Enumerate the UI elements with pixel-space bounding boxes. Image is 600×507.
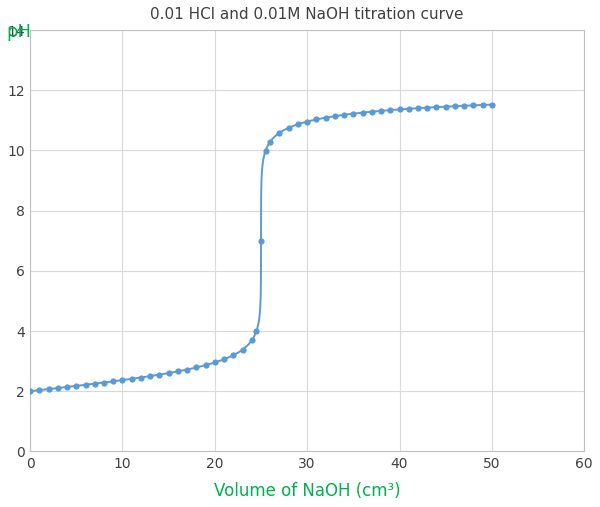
Text: pH: pH [6, 22, 31, 41]
X-axis label: Volume of NaOH (cm³): Volume of NaOH (cm³) [214, 482, 400, 500]
Title: 0.01 HCl and 0.01M NaOH titration curve: 0.01 HCl and 0.01M NaOH titration curve [151, 7, 464, 22]
